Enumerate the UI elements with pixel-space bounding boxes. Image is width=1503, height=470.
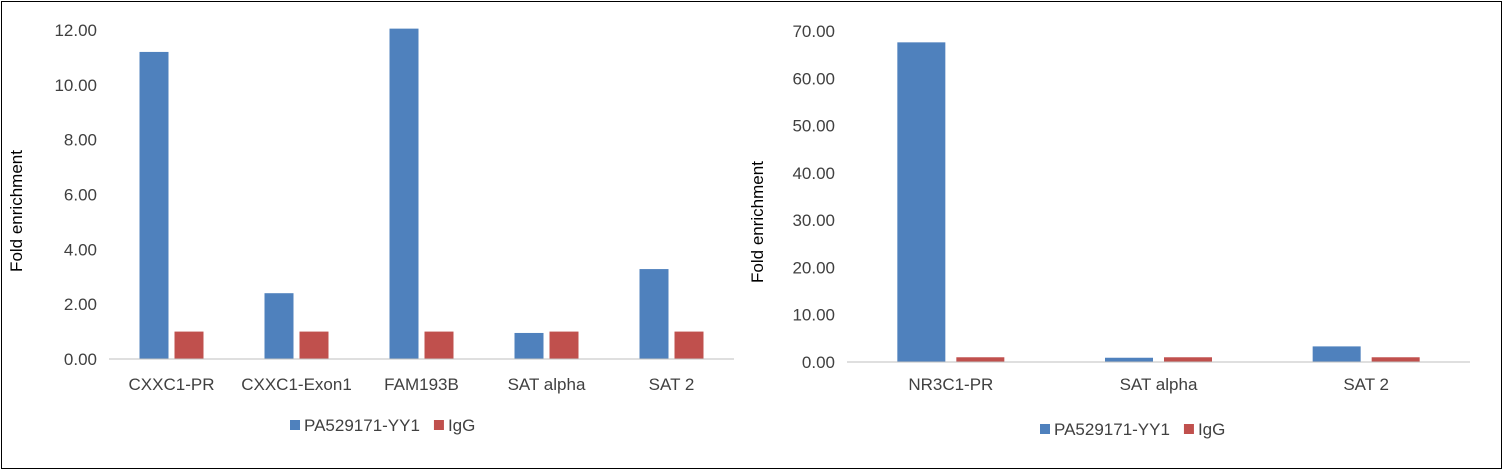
bar-igg-sat-2 <box>1371 357 1420 362</box>
x-tick-label: NR3C1-PR <box>908 375 993 394</box>
bar-pa529171-yy1-sat-alpha <box>1105 357 1153 362</box>
y-tick-label: 8.00 <box>64 131 97 150</box>
bar-igg-fam193b <box>424 331 454 359</box>
bar-pa529171-yy1-sat-2 <box>639 269 669 359</box>
x-tick-label: CXXC1-Exon1 <box>241 375 352 394</box>
bar-pa529171-yy1-sat-2 <box>1312 346 1361 362</box>
x-tick-label: SAT 2 <box>1343 375 1389 394</box>
x-tick-label: CXXC1-PR <box>129 375 215 394</box>
legend-swatch-pa529171-yy1 <box>1040 424 1050 434</box>
y-axis-title: Fold enrichment <box>7 150 26 272</box>
legend-swatch-pa529171-yy1 <box>290 420 300 430</box>
bar-pa529171-yy1-cxxc1-exon1 <box>264 293 294 359</box>
y-tick-label: 50.00 <box>792 117 835 136</box>
bar-igg-sat-alpha <box>549 331 579 359</box>
y-tick-label: 0.00 <box>802 353 835 372</box>
legend-label-pa529171-yy1: PA529171-YY1 <box>304 416 420 435</box>
x-tick-label: SAT alpha <box>1120 375 1198 394</box>
bar-igg-cxxc1-exon1 <box>299 331 329 359</box>
y-tick-label: 2.00 <box>64 295 97 314</box>
bar-pa529171-yy1-nr3c1-pr <box>897 42 946 362</box>
y-tick-label: 30.00 <box>792 211 835 230</box>
y-tick-label: 70.00 <box>792 22 835 41</box>
y-tick-label: 20.00 <box>792 258 835 277</box>
bar-pa529171-yy1-cxxc1-pr <box>139 51 169 359</box>
x-tick-label: SAT alpha <box>508 375 586 394</box>
bar-igg-sat-alpha <box>1164 357 1212 362</box>
bar-igg-sat-2 <box>674 331 704 359</box>
y-tick-label: 6.00 <box>64 186 97 205</box>
bar-pa529171-yy1-fam193b <box>389 28 419 360</box>
legend-label-igg: IgG <box>1198 420 1225 439</box>
bar-pa529171-yy1-sat-alpha <box>514 332 544 359</box>
y-tick-label: 10.00 <box>792 306 835 325</box>
legend-label-igg: IgG <box>448 416 475 435</box>
bar-igg-cxxc1-pr <box>174 331 204 359</box>
legend-swatch-igg <box>433 420 444 430</box>
y-tick-label: 0.00 <box>64 350 97 369</box>
chart-fold-enrichment-cxxc1: 0.00 2.00 4.00 6.00 8.00 10.00 12.00 Fold enric… <box>7 21 734 435</box>
y-tick-label: 4.00 <box>64 240 97 259</box>
y-tick-label: 12.00 <box>54 21 97 40</box>
bar-igg-nr3c1-pr <box>956 357 1005 362</box>
y-tick-label: 40.00 <box>792 164 835 183</box>
y-axis-title: Fold enrichment <box>748 161 767 283</box>
legend-label-pa529171-yy1: PA529171-YY1 <box>1054 420 1170 439</box>
y-tick-label: 10.00 <box>54 76 97 95</box>
y-tick-label: 60.00 <box>792 69 835 88</box>
x-tick-label: FAM193B <box>384 375 459 394</box>
legend-swatch-igg <box>1183 424 1194 434</box>
x-tick-label: SAT 2 <box>649 375 695 394</box>
